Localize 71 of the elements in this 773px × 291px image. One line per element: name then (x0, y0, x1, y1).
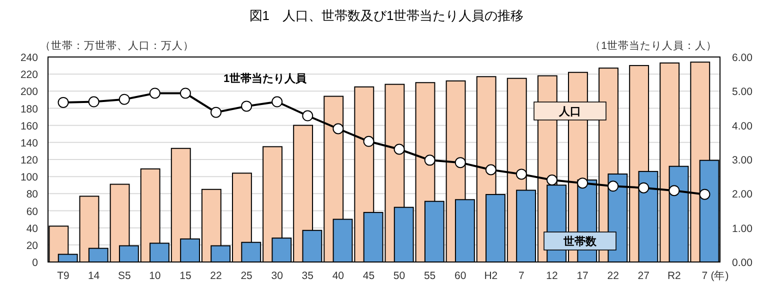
point (210, 106, 222, 118)
y-tick-label: 40 (26, 222, 38, 235)
y-tick-label: 140 (20, 137, 38, 150)
y2-tick-label: 5.00 (732, 86, 753, 98)
point (58, 96, 69, 108)
point (577, 178, 588, 189)
y-tick-label: 20 (26, 240, 38, 252)
point (516, 168, 527, 180)
x-tick-label: 17 (576, 270, 589, 282)
x-tick-label: 40 (332, 270, 344, 282)
y2-tick-label: 3.00 (732, 154, 753, 166)
point (546, 174, 558, 186)
y-tick-label: 0 (32, 257, 38, 269)
y2-tick-label: 4.00 (732, 120, 753, 132)
x-tick-label: H2 (484, 270, 498, 282)
x-tick-label: 7 (518, 270, 525, 282)
y-tick-label: 160 (20, 120, 38, 132)
series-label: 1世帯当たり人員 (223, 72, 308, 85)
x-tick-label: 30 (271, 270, 284, 282)
y2-axis-title: （1世帯当たり人員：人） (590, 39, 717, 52)
point (149, 88, 160, 99)
y-tick-label: 220 (20, 69, 38, 82)
y-tick-label: 180 (20, 103, 38, 116)
point (302, 110, 314, 122)
point (88, 96, 100, 108)
x-tick-label: 45 (362, 270, 375, 282)
x-tick-label: 55 (424, 270, 436, 282)
x-tick-label: 25 (240, 270, 253, 282)
x-tick-label: 60 (454, 270, 466, 282)
y2-tick-label: 0.00 (732, 257, 753, 269)
point (608, 180, 619, 192)
y2-tick-label: 2.00 (732, 188, 753, 201)
y-tick-label: 120 (20, 154, 38, 166)
x-tick-label: 22 (210, 270, 222, 282)
point (424, 154, 436, 166)
x-tick-label: S5 (118, 270, 131, 282)
x-tick-label: 50 (393, 270, 406, 282)
x-tick-label: 27 (638, 270, 650, 282)
point (699, 188, 710, 200)
point (394, 144, 405, 155)
y2-tick-label: 1.00 (732, 222, 753, 235)
chart-title: 図1 人口、世帯数及び1世帯当たり人員の推移 (249, 8, 524, 23)
point (332, 123, 344, 134)
x-tick-label: 14 (88, 270, 100, 282)
point (272, 96, 283, 108)
x-tick-label: 12 (546, 270, 558, 282)
y-tick-label: 240 (20, 52, 38, 64)
y-tick-label: 100 (20, 172, 38, 184)
y-axis-title: （世帯：万世帯、人口：万人） (40, 39, 194, 52)
x-tick-label: R2 (667, 270, 682, 282)
y2-tick-label: 6.00 (732, 52, 753, 64)
x-tick-label: 15 (180, 270, 192, 282)
x-tick-label: 35 (302, 270, 314, 282)
point (454, 157, 466, 168)
x-tick-label: 10 (149, 270, 161, 282)
point (241, 100, 252, 112)
series-label: 世帯数 (562, 235, 598, 248)
point (668, 185, 680, 196)
y-tick-label: 200 (20, 86, 38, 98)
x-axis-title: (年) (710, 270, 729, 282)
point (118, 94, 130, 105)
series-label: 人口 (558, 106, 581, 118)
point (485, 164, 496, 176)
point (363, 136, 374, 147)
point (638, 182, 650, 194)
point (180, 88, 191, 99)
x-tick-label: T9 (57, 270, 70, 282)
y-tick-label: 60 (26, 206, 38, 218)
x-tick-label: 22 (607, 270, 620, 282)
x-tick-label: 7 (702, 270, 708, 282)
y-tick-label: 80 (26, 188, 38, 201)
